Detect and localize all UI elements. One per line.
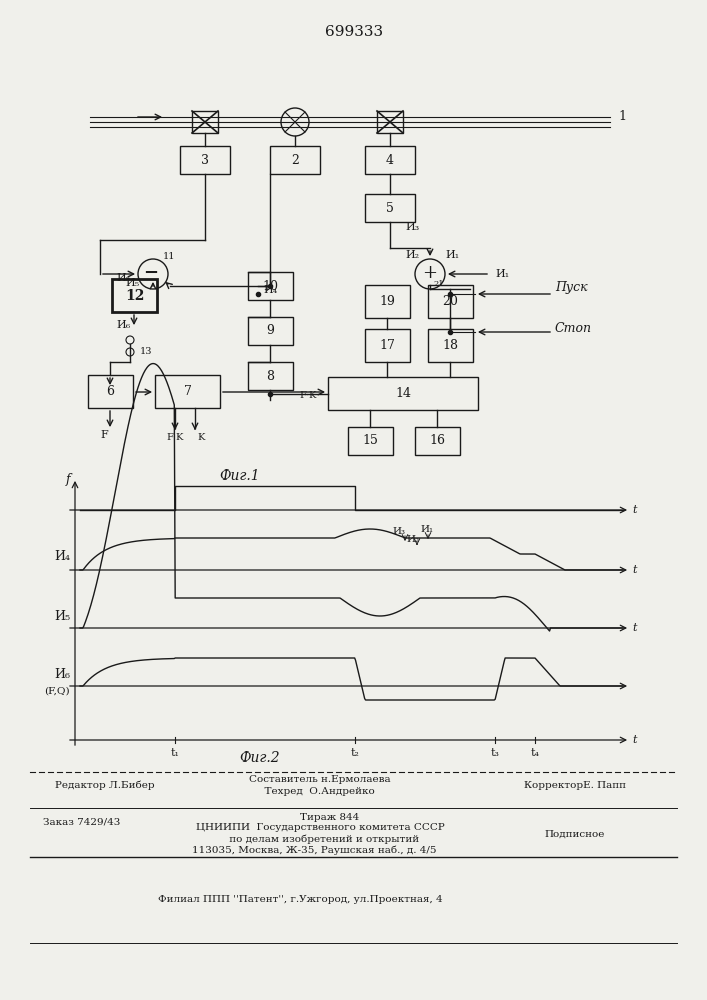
- Text: 12: 12: [125, 288, 144, 302]
- Text: t: t: [632, 735, 636, 745]
- Text: Тираж 844: Тираж 844: [300, 812, 360, 822]
- Bar: [248, 272, 293, 300]
- Text: Стоп: Стоп: [555, 322, 592, 334]
- Text: Заказ 7429/43: Заказ 7429/43: [43, 818, 121, 826]
- Text: И₄: И₄: [263, 285, 277, 295]
- Text: И₃: И₃: [392, 526, 406, 536]
- Text: по делам изобретений и открытий: по делам изобретений и открытий: [213, 834, 419, 844]
- Text: И₂: И₂: [407, 534, 419, 544]
- Text: Филиал ППП ''Патент'', г.Ужгород, ул.Проектная, 4: Филиал ППП ''Патент'', г.Ужгород, ул.Про…: [158, 896, 443, 904]
- Text: K: K: [197, 434, 204, 442]
- Text: Подписное: Подписное: [545, 830, 605, 838]
- Text: 5: 5: [386, 202, 394, 215]
- Text: t₁: t₁: [170, 748, 180, 758]
- Bar: [365, 194, 415, 222]
- Text: И₅: И₅: [117, 273, 131, 283]
- Text: 19: 19: [380, 295, 395, 308]
- Bar: [270, 146, 320, 174]
- Bar: [248, 317, 293, 345]
- Text: 20: 20: [443, 295, 458, 308]
- Text: +: +: [423, 264, 438, 282]
- Text: Фиг.2: Фиг.2: [240, 751, 280, 765]
- Text: 9: 9: [267, 324, 274, 338]
- Text: Редактор Л.Бибер: Редактор Л.Бибер: [55, 780, 155, 790]
- Text: (F,Q): (F,Q): [45, 686, 70, 696]
- Text: t₃: t₃: [491, 748, 500, 758]
- Text: 1: 1: [618, 110, 626, 123]
- Text: −: −: [144, 264, 158, 282]
- Text: F·K: F·K: [299, 390, 317, 399]
- Text: 21: 21: [433, 280, 443, 288]
- Text: t: t: [632, 565, 636, 575]
- Bar: [365, 146, 415, 174]
- Bar: [112, 279, 157, 312]
- Text: 13: 13: [140, 347, 153, 356]
- Text: КорректорЕ. Папп: КорректорЕ. Папп: [524, 780, 626, 790]
- Text: 16: 16: [429, 434, 445, 448]
- Text: F·K: F·K: [166, 434, 184, 442]
- Text: Фиг.1: Фиг.1: [220, 469, 260, 483]
- Bar: [428, 329, 473, 362]
- Text: Составитель н.Ермолаева: Составитель н.Ермолаева: [249, 776, 391, 784]
- Text: И₁: И₁: [421, 526, 433, 534]
- Text: 3: 3: [201, 153, 209, 166]
- Text: И₁: И₁: [495, 269, 509, 279]
- Text: 699333: 699333: [325, 25, 383, 39]
- Text: И₁: И₁: [445, 250, 459, 260]
- Text: И₃: И₃: [405, 222, 419, 232]
- Text: 6: 6: [107, 385, 115, 398]
- Text: t₄: t₄: [530, 748, 539, 758]
- Text: 17: 17: [380, 339, 395, 352]
- Text: 7: 7: [184, 385, 192, 398]
- Text: t: t: [632, 623, 636, 633]
- Bar: [348, 427, 393, 455]
- Text: 4: 4: [386, 153, 394, 166]
- Text: И₅: И₅: [54, 609, 70, 622]
- Bar: [415, 427, 460, 455]
- Text: Пуск: Пуск: [555, 282, 588, 294]
- Text: Техред  О.Андрейко: Техред О.Андрейко: [257, 786, 375, 796]
- Text: 15: 15: [363, 434, 378, 448]
- Bar: [155, 375, 220, 408]
- Bar: [192, 111, 218, 133]
- Text: И₆: И₆: [54, 668, 70, 680]
- Bar: [248, 362, 293, 390]
- Text: И₂: И₂: [405, 250, 419, 260]
- Text: И₄: И₄: [54, 550, 70, 562]
- Text: И₅: И₅: [126, 278, 140, 288]
- Text: 18: 18: [443, 339, 459, 352]
- Bar: [180, 146, 230, 174]
- Text: 8: 8: [267, 369, 274, 382]
- Bar: [428, 285, 473, 318]
- Text: 11: 11: [163, 252, 175, 261]
- Text: t: t: [632, 505, 636, 515]
- Text: F: F: [100, 430, 108, 440]
- Text: 14: 14: [395, 387, 411, 400]
- Text: f: f: [65, 474, 70, 487]
- Text: 2: 2: [291, 153, 299, 166]
- Bar: [328, 377, 478, 410]
- Bar: [365, 285, 410, 318]
- Bar: [365, 329, 410, 362]
- Text: 10: 10: [262, 279, 279, 292]
- Bar: [377, 111, 403, 133]
- Text: И₆: И₆: [117, 320, 131, 330]
- Bar: [88, 375, 133, 408]
- Text: ЦНИИПИ  Государственного комитета СССР: ЦНИИПИ Государственного комитета СССР: [196, 824, 445, 832]
- Text: t₂: t₂: [351, 748, 359, 758]
- Text: 113035, Москва, Ж-35, Раушская наб., д. 4/5: 113035, Москва, Ж-35, Раушская наб., д. …: [192, 845, 436, 855]
